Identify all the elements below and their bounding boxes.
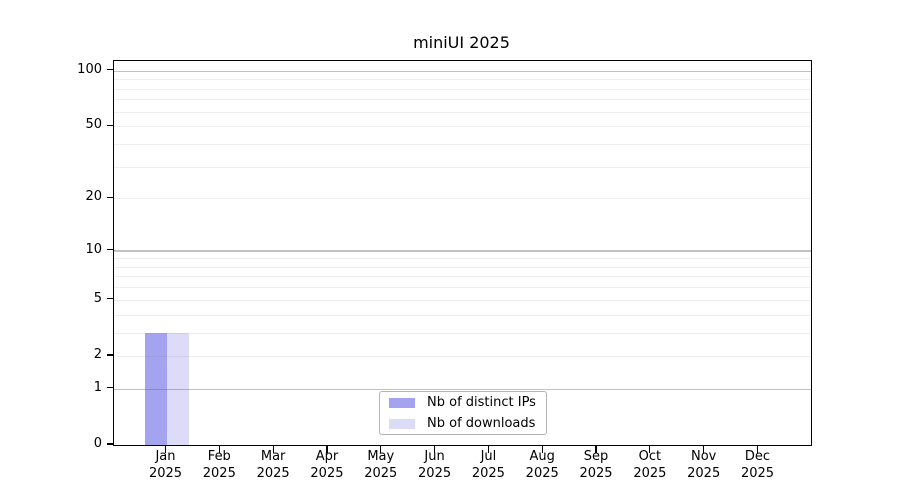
x-tick-year-label: 2025 [256, 466, 290, 481]
gridline-minor [114, 166, 811, 168]
chart-title: miniUI 2025 [413, 33, 510, 52]
x-tick-year-label: 2025 [310, 466, 344, 481]
x-axis-tick [756, 445, 759, 453]
x-tick-label: Mar 2025 [243, 448, 303, 482]
y-axis-tick [107, 443, 113, 445]
gridline-major [114, 70, 811, 73]
legend-swatch-distinct-ips-icon [389, 397, 415, 408]
x-axis-tick [541, 445, 543, 453]
gridline-minor [114, 99, 811, 101]
x-axis-tick [595, 445, 597, 453]
y-tick-label: 100 [77, 61, 102, 77]
x-tick-year-label: 2025 [471, 466, 505, 481]
x-axis-tick [218, 445, 220, 453]
x-tick-year-label: 2025 [740, 466, 775, 481]
y-axis-tick [107, 124, 113, 126]
x-axis-tick [487, 445, 489, 453]
gridline-minor [114, 198, 811, 200]
gridline-major [114, 388, 811, 391]
x-tick-year-label: 2025 [525, 466, 559, 481]
gridline-minor [114, 276, 811, 278]
x-tick-label: Nov 2025 [674, 448, 734, 482]
y-tick-label: 5 [93, 290, 102, 306]
legend-swatch-downloads-icon [389, 418, 415, 429]
legend-item-distinct-ips: Nb of distinct IPs [389, 393, 546, 412]
gridline-minor [114, 266, 811, 268]
y-axis-tick [107, 69, 113, 71]
x-tick-year-label: 2025 [202, 466, 236, 481]
bar-distinct-ips [144, 332, 167, 445]
legend-item-downloads: Nb of downloads [389, 414, 546, 433]
y-tick-label: 50 [85, 117, 102, 133]
x-tick-year-label: 2025 [687, 466, 721, 481]
gridline-major [114, 250, 811, 252]
y-tick-label: 0 [93, 436, 102, 451]
x-axis-tick [164, 445, 167, 453]
x-tick-year-label: 2025 [579, 466, 613, 481]
gridline-minor [114, 126, 811, 128]
x-tick-label: Dec 2025 [728, 448, 788, 482]
legend-label-distinct-ips: Nb of distinct IPs [427, 395, 536, 410]
gridline-minor [114, 79, 811, 81]
x-axis-tick [703, 445, 705, 453]
x-tick-year-label: 2025 [418, 466, 452, 481]
gridline-minor [114, 258, 811, 260]
y-tick-label: 20 [85, 189, 102, 205]
x-tick-year-label: 2025 [148, 466, 183, 481]
x-tick-year-label: 2025 [633, 466, 667, 481]
x-tick-label: Jul 2025 [458, 448, 518, 482]
x-tick-label: Aug 2025 [512, 448, 572, 482]
gridline-minor [114, 355, 811, 357]
y-axis-tick [107, 298, 113, 300]
gridline-minor [114, 314, 811, 316]
legend-label-downloads: Nb of downloads [427, 416, 536, 431]
bar-downloads [166, 332, 189, 445]
gridline-minor [114, 111, 811, 113]
x-tick-label: Feb 2025 [189, 448, 249, 482]
x-axis-tick [380, 445, 382, 453]
legend: Nb of distinct IPs Nb of downloads [379, 391, 547, 435]
x-tick-label: Oct 2025 [620, 448, 680, 482]
y-axis-tick [107, 354, 113, 356]
gridline-minor [114, 287, 811, 289]
gridline-minor [114, 332, 811, 334]
y-tick-label: 2 [93, 346, 102, 362]
x-tick-label: Jan 2025 [136, 448, 196, 482]
y-axis-tick [107, 248, 113, 251]
x-tick-label: May 2025 [351, 448, 411, 482]
x-axis-tick [433, 445, 436, 453]
gridline-minor [114, 88, 811, 90]
x-tick-label: Sep 2025 [566, 448, 626, 482]
y-tick-label: 1 [93, 379, 102, 395]
x-axis-tick [649, 445, 651, 453]
gridline-minor [114, 143, 811, 145]
x-tick-year-label: 2025 [364, 466, 398, 481]
plot-area: Nb of distinct IPs Nb of downloads [113, 60, 812, 446]
x-tick-label: Apr 2025 [297, 448, 357, 482]
y-axis-tick [107, 196, 113, 198]
x-tick-label: Jun 2025 [405, 448, 465, 482]
y-tick-label: 10 [85, 241, 102, 257]
x-axis-tick [326, 445, 328, 453]
y-axis-tick [107, 387, 113, 389]
gridline-minor [114, 299, 811, 301]
x-axis-tick [272, 445, 274, 453]
